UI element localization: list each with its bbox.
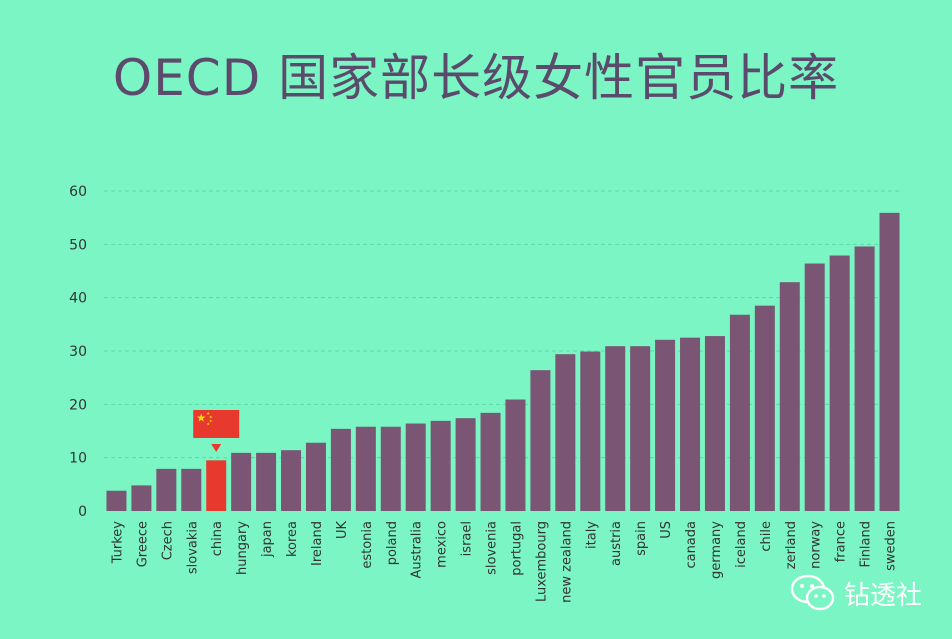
flag-pointer <box>211 444 222 452</box>
watermark-text: 钻透社 <box>843 580 922 611</box>
bar-canada <box>680 337 701 511</box>
bar-china <box>206 460 227 511</box>
bar-austria <box>605 346 626 511</box>
bar-Turkey <box>106 490 127 511</box>
x-tick-label: poland <box>385 521 400 565</box>
x-tick-label: slovenia <box>485 521 500 575</box>
x-tick-label: israel <box>460 521 475 556</box>
x-tick-label: Greece <box>135 521 150 567</box>
x-tick-label: Australia <box>410 521 425 579</box>
bar-US <box>655 339 676 511</box>
bar-portugal <box>505 399 526 511</box>
x-tick-label: portugal <box>509 521 524 576</box>
y-tick-label: 60 <box>69 184 87 200</box>
y-tick-label: 0 <box>78 504 87 520</box>
x-tick-label: sweden <box>884 521 899 571</box>
bar-hungary <box>231 452 252 511</box>
x-tick-label: norway <box>809 521 824 569</box>
bar-new-zealand <box>555 354 576 511</box>
x-tick-label: UK <box>335 521 350 540</box>
x-tick-label: US <box>659 521 674 539</box>
x-tick-label: zerland <box>784 521 799 569</box>
bar-estonia <box>355 426 376 511</box>
wechat-icon <box>790 574 835 611</box>
x-tick-label: chile <box>759 521 774 552</box>
watermark: 钻透社 <box>790 574 922 612</box>
bar-chile <box>754 305 775 511</box>
y-tick-label: 10 <box>69 451 87 467</box>
x-tick-label: slovakia <box>185 521 200 574</box>
bar-poland <box>380 426 401 511</box>
x-axis-labels: Turkey Greece Czech slovakia china hungary jap… <box>110 521 898 603</box>
chart-title: OECD 国家部长级女性官员比率 <box>112 49 840 107</box>
x-tick-label: japan <box>260 521 275 558</box>
flag-star <box>206 422 210 426</box>
y-tick-label: 20 <box>69 397 87 413</box>
x-tick-label: Luxembourg <box>534 521 549 602</box>
bar-sweden <box>879 212 900 511</box>
x-tick-label: china <box>210 521 225 556</box>
x-tick-label: Finland <box>859 521 874 567</box>
x-tick-label: Czech <box>160 521 175 560</box>
x-tick-label: hungary <box>235 521 250 575</box>
china-flag-marker <box>193 410 240 452</box>
x-tick-label: france <box>834 521 849 562</box>
china-flag <box>193 410 240 438</box>
x-tick-label: austria <box>609 521 624 566</box>
flag-star <box>196 413 206 422</box>
y-axis: 0 10 20 30 40 50 60 <box>69 184 87 520</box>
y-tick-label: 40 <box>69 291 87 307</box>
flag-star <box>206 411 210 415</box>
x-tick-label: Ireland <box>310 521 325 566</box>
flag-star <box>209 415 213 419</box>
bar-UK <box>330 428 351 511</box>
bar-japan <box>256 452 277 511</box>
x-tick-label: estonia <box>360 521 375 569</box>
bar-norway <box>804 263 825 511</box>
x-tick-label: italy <box>584 521 599 549</box>
bar-mexico <box>430 420 451 511</box>
bars <box>106 212 900 511</box>
bar-korea <box>281 450 302 511</box>
bar-germany <box>704 336 725 511</box>
bar-iceland <box>729 314 750 511</box>
x-tick-label: korea <box>285 521 300 557</box>
bar-Czech <box>156 468 177 511</box>
x-tick-label: new zealand <box>559 521 574 603</box>
bar-Australia <box>405 423 426 511</box>
bar-Greece <box>131 485 152 511</box>
bar-Luxembourg <box>530 370 551 511</box>
bar-israel <box>455 418 476 511</box>
bar-zerland <box>779 282 800 511</box>
bar-slovenia <box>480 412 501 511</box>
x-tick-label: iceland <box>734 521 749 568</box>
y-tick-label: 30 <box>69 344 87 360</box>
x-tick-label: canada <box>684 521 699 569</box>
x-tick-label: mexico <box>435 521 450 568</box>
x-tick-label: spain <box>634 521 649 556</box>
bar-slovakia <box>181 468 202 511</box>
bar-spain <box>630 346 651 511</box>
bar-france <box>829 255 850 511</box>
flag-star <box>209 419 213 423</box>
bar-Ireland <box>305 442 326 511</box>
bar-italy <box>580 351 601 511</box>
bar-Finland <box>854 246 875 511</box>
x-tick-label: Turkey <box>110 521 125 565</box>
x-tick-label: germany <box>709 521 724 579</box>
y-tick-label: 50 <box>69 237 87 253</box>
